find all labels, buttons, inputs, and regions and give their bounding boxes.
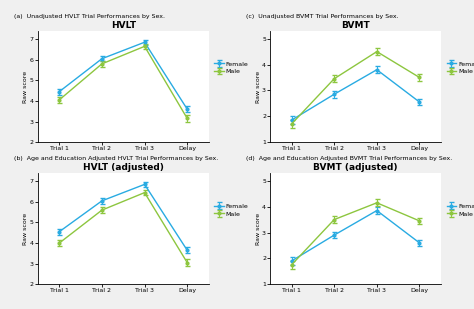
Legend: Female, Male: Female, Male <box>444 59 474 77</box>
Text: (d)  Age and Education Adjusted BVMT Trial Performances by Sex.: (d) Age and Education Adjusted BVMT Tria… <box>246 156 453 161</box>
Title: HVLT: HVLT <box>110 21 136 30</box>
Legend: Female, Male: Female, Male <box>212 201 251 219</box>
Y-axis label: Raw score: Raw score <box>23 70 28 103</box>
Title: HVLT (adjusted): HVLT (adjusted) <box>83 163 164 172</box>
Text: (a)  Unadjusted HVLT Trial Performances by Sex.: (a) Unadjusted HVLT Trial Performances b… <box>14 14 165 19</box>
Text: (b)  Age and Education Adjusted HVLT Trial Performances by Sex.: (b) Age and Education Adjusted HVLT Tria… <box>14 156 219 161</box>
Y-axis label: Raw score: Raw score <box>255 70 261 103</box>
Title: BVMT: BVMT <box>341 21 370 30</box>
Text: (c)  Unadjusted BVMT Trial Performances by Sex.: (c) Unadjusted BVMT Trial Performances b… <box>246 14 399 19</box>
Legend: Female, Male: Female, Male <box>444 201 474 219</box>
Y-axis label: Raw score: Raw score <box>23 213 28 245</box>
Title: BVMT (adjusted): BVMT (adjusted) <box>313 163 398 172</box>
Legend: Female, Male: Female, Male <box>212 59 251 77</box>
Y-axis label: Raw score: Raw score <box>255 213 261 245</box>
